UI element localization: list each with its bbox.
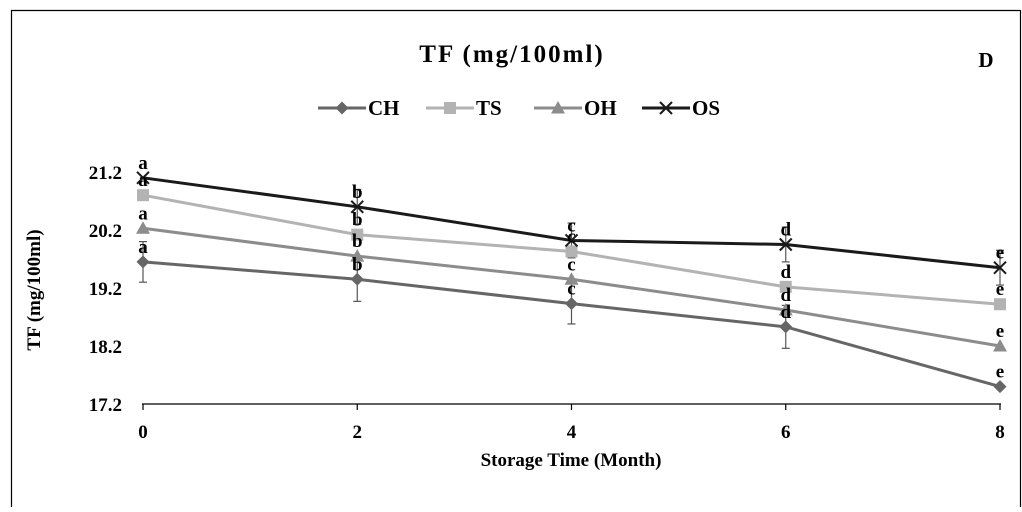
data-point-oh (993, 339, 1007, 352)
legend-marker-ch (335, 101, 349, 115)
data-point-ch (779, 320, 793, 334)
data-point-ch (565, 297, 578, 311)
data-point-ts (565, 245, 578, 258)
significance-letter: c (567, 279, 575, 300)
x-tick-labels: 0 2 4 6 8 (138, 404, 1005, 443)
data-point-ts (779, 280, 792, 293)
x-tick-label: 8 (995, 422, 1005, 443)
data-point-os (350, 200, 364, 214)
significance-letter: a (138, 237, 148, 258)
significance-letter: d (780, 285, 791, 306)
significance-letter: b (352, 210, 363, 231)
significance-letter: e (996, 362, 1004, 383)
legend-label: TS (476, 96, 502, 120)
y-tick-label: 20.2 (89, 221, 122, 242)
significance-letters: a b c d e a b c d e a b c d e a b c d e (138, 153, 1004, 383)
legend-item-oh: OH (534, 96, 617, 120)
legend-item-ts: TS (426, 96, 502, 120)
data-point-os (993, 260, 1007, 275)
x-tick-label: 2 (353, 422, 363, 443)
data-point-oh (778, 303, 793, 316)
significance-letter: c (567, 254, 575, 275)
y-tick-label: 19.2 (89, 279, 122, 300)
legend-item-os: OS (642, 96, 720, 120)
data-point-ts (137, 189, 149, 202)
data-point-oh (564, 272, 579, 285)
legend-marker-oh (551, 101, 565, 114)
y-tick-label: 17.2 (89, 395, 122, 416)
data-point-ts (351, 228, 364, 241)
legend-label: CH (368, 96, 400, 120)
significance-letter: b (352, 231, 363, 252)
significance-letter: a (138, 153, 148, 174)
data-point-oh (350, 249, 365, 262)
chart-title: TF (mg/100ml) (419, 41, 604, 68)
data-point-ch (993, 380, 1007, 394)
data-point-ch (136, 255, 150, 269)
y-tick-label: 18.2 (89, 337, 122, 358)
legend-label: OH (584, 96, 617, 120)
x-tick-label: 0 (138, 422, 148, 443)
significance-letter: a (138, 170, 148, 191)
significance-letter: c (567, 215, 575, 236)
data-point-os (779, 237, 793, 252)
significance-letter: d (780, 262, 791, 283)
data-point-ch (350, 272, 364, 286)
data-point-ts (994, 298, 1006, 311)
significance-letter: b (352, 254, 363, 275)
data-point-os (136, 171, 150, 185)
legend: CH TS OH OS (318, 96, 720, 120)
significance-letter: c (567, 226, 575, 247)
data-point-oh (136, 221, 150, 234)
x-tick-label: 4 (567, 422, 577, 443)
x-axis-label: Storage Time (Month) (481, 450, 662, 471)
significance-letter: d (780, 302, 791, 323)
legend-marker-ts (444, 102, 456, 114)
significance-letter: d (780, 220, 791, 241)
panel-label: D (978, 48, 993, 72)
y-tick-label: 21.2 (89, 163, 122, 184)
legend-item-ch: CH (318, 96, 400, 120)
significance-letter: b (352, 182, 363, 203)
significance-letter: e (996, 243, 1004, 264)
significance-letter: a (138, 203, 148, 224)
x-tick-label: 6 (781, 422, 791, 443)
legend-marker-os (659, 101, 673, 115)
data-point-os (564, 233, 579, 248)
y-axis-label: TF (mg/100ml) (24, 229, 45, 350)
legend-label: OS (692, 96, 720, 120)
significance-letter: e (996, 321, 1004, 342)
y-tick-labels: 17.2 18.2 19.2 20.2 21.2 (89, 163, 122, 416)
significance-letter: e (996, 279, 1004, 300)
series-markers (136, 171, 1007, 394)
